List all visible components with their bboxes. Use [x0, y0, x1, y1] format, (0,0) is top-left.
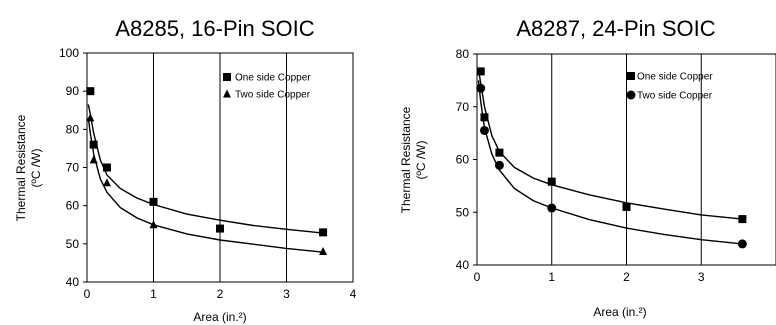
data-point-triangle [319, 246, 328, 255]
data-point-circle [479, 125, 489, 135]
legend-label: One side Copper [235, 73, 311, 84]
y-tick-label: 50 [456, 205, 470, 219]
fit-curve-square [87, 104, 324, 234]
x-tick-label: 3 [283, 287, 290, 301]
data-point-square [102, 163, 111, 172]
y-tick-label: 70 [456, 100, 470, 114]
x-tick-label: 0 [84, 287, 91, 301]
legend-marker-square [223, 73, 231, 81]
data-point-square [476, 67, 485, 76]
y-tick-label: 40 [456, 258, 470, 272]
x-axis-label: Area (in.²) [193, 310, 246, 324]
fit-curve-square [477, 69, 743, 220]
fit-curve-circle [477, 80, 743, 245]
y-axis-label-unit: (ºC /W) [414, 140, 428, 179]
data-point-square [480, 113, 489, 122]
legend-marker-triangle [223, 89, 231, 98]
data-point-triangle [89, 155, 98, 164]
legend-label: Two side Copper [235, 90, 311, 101]
y-axis-label: Thermal Resistance [14, 114, 28, 221]
x-tick-label: 3 [698, 270, 705, 284]
x-tick-label: 4 [350, 287, 357, 301]
x-tick-label: 0 [474, 270, 481, 284]
y-tick-label: 60 [456, 153, 470, 167]
y-tick-label: 80 [66, 122, 80, 136]
y-tick-label: 80 [456, 47, 470, 61]
y-tick-label: 100 [59, 46, 79, 60]
data-point-circle [494, 160, 504, 170]
data-point-circle [547, 203, 557, 213]
data-point-square [622, 202, 631, 211]
data-point-circle [737, 239, 747, 249]
legend-label: One side Copper [637, 72, 713, 83]
data-point-square [547, 177, 556, 186]
data-point-square [149, 197, 158, 206]
x-axis-label: Area (in.²) [593, 305, 646, 319]
data-point-square [738, 215, 747, 224]
data-point-square [86, 87, 95, 96]
data-point-square [89, 140, 98, 149]
data-point-square [216, 224, 224, 233]
y-axis-label-unit: (ºC /W) [29, 148, 43, 187]
legend-marker-circle [626, 90, 636, 100]
data-point-triangle [86, 113, 95, 122]
data-point-square [319, 228, 328, 237]
y-tick-label: 90 [66, 84, 80, 98]
x-tick-label: 1 [548, 270, 555, 284]
y-axis-label: Thermal Resistance [399, 106, 413, 213]
data-point-circle [476, 83, 486, 93]
legend-label: Two side Copper [637, 91, 713, 102]
y-tick-label: 60 [66, 199, 80, 213]
data-point-triangle [149, 220, 158, 229]
chart-a8285: 0 1 2 3 4 40 50 60 70 80 90 100 One side Copper Two s… [14, 16, 357, 324]
chart-a8287: 0 1 2 3 40 50 60 70 80 One side Copper Two side Co… [399, 16, 776, 319]
y-tick-label: 70 [66, 161, 80, 175]
data-point-triangle [102, 178, 111, 187]
x-tick-label: 1 [150, 287, 157, 301]
chart-title: A8287, 24-Pin SOIC [516, 16, 715, 41]
x-tick-label: 2 [623, 270, 630, 284]
fit-curve-triangle [87, 117, 324, 253]
data-point-square [495, 148, 504, 157]
chart-title: A8285, 16-Pin SOIC [115, 16, 314, 41]
legend-marker-square [627, 72, 635, 80]
x-tick-label: 2 [217, 287, 224, 301]
y-tick-label: 50 [66, 237, 80, 251]
y-tick-label: 40 [66, 275, 80, 289]
